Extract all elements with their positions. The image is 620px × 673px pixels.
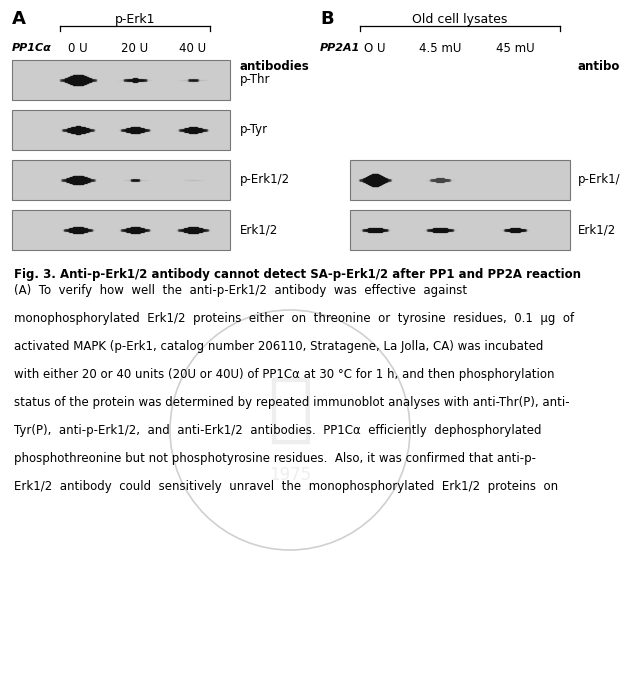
Bar — [350, 160, 570, 200]
Text: p-Erk1/2: p-Erk1/2 — [240, 174, 290, 186]
Bar — [350, 210, 570, 250]
Text: 1975: 1975 — [269, 466, 311, 484]
Text: antibodies: antibodies — [240, 59, 310, 73]
Text: 0 U: 0 U — [68, 42, 88, 55]
Text: p-Thr: p-Thr — [240, 73, 270, 87]
Text: PP1Cα: PP1Cα — [12, 43, 51, 53]
Text: 乱: 乱 — [267, 373, 313, 447]
Text: Fig. 3. Anti-p-Erk1/2 antibody cannot detect SA-p-Erk1/2 after PP1 and PP2A reac: Fig. 3. Anti-p-Erk1/2 antibody cannot de… — [14, 268, 581, 281]
Bar — [12, 160, 230, 200]
Bar — [12, 210, 230, 250]
Text: 4.5 mU: 4.5 mU — [419, 42, 461, 55]
Text: status of the protein was determined by repeated immunoblot analyses with anti-T: status of the protein was determined by … — [14, 396, 570, 409]
Text: p-Erk1: p-Erk1 — [115, 13, 155, 26]
Text: Erk1/2: Erk1/2 — [578, 223, 616, 236]
Text: p-Erk1/2: p-Erk1/2 — [578, 174, 620, 186]
Text: Tyr(P),  anti-p-Erk1/2,  and  anti-Erk1/2  antibodies.  PP1Cα  efficiently  deph: Tyr(P), anti-p-Erk1/2, and anti-Erk1/2 a… — [14, 424, 541, 437]
Text: Erk1/2: Erk1/2 — [240, 223, 278, 236]
Text: activated MAPK (p-Erk1, catalog number 206110, Stratagene, La Jolla, CA) was inc: activated MAPK (p-Erk1, catalog number 2… — [14, 340, 543, 353]
Text: O U: O U — [365, 42, 386, 55]
Text: A: A — [12, 10, 26, 28]
Text: p-Tyr: p-Tyr — [240, 124, 268, 137]
Text: with either 20 or 40 units (20U or 40U) of PP1Cα at 30 °C for 1 h, and then phos: with either 20 or 40 units (20U or 40U) … — [14, 368, 554, 381]
Text: Erk1/2  antibody  could  sensitively  unravel  the  monophosphorylated  Erk1/2  : Erk1/2 antibody could sensitively unrave… — [14, 480, 558, 493]
Text: 20 U: 20 U — [122, 42, 149, 55]
Text: antibodies: antibodies — [578, 59, 620, 73]
Text: (A)  To  verify  how  well  the  anti-p-Erk1/2  antibody  was  effective  agains: (A) To verify how well the anti-p-Erk1/2… — [14, 284, 467, 297]
Text: 45 mU: 45 mU — [495, 42, 534, 55]
Text: B: B — [320, 10, 334, 28]
Bar — [12, 110, 230, 150]
Text: monophosphorylated  Erk1/2  proteins  either  on  threonine  or  tyrosine  resid: monophosphorylated Erk1/2 proteins eithe… — [14, 312, 574, 325]
Text: 40 U: 40 U — [179, 42, 206, 55]
Text: phosphothreonine but not phosphotyrosine residues.  Also, it was confirmed that : phosphothreonine but not phosphotyrosine… — [14, 452, 536, 465]
Bar — [12, 60, 230, 100]
Text: Old cell lysates: Old cell lysates — [412, 13, 508, 26]
Text: PP2A1: PP2A1 — [320, 43, 360, 53]
